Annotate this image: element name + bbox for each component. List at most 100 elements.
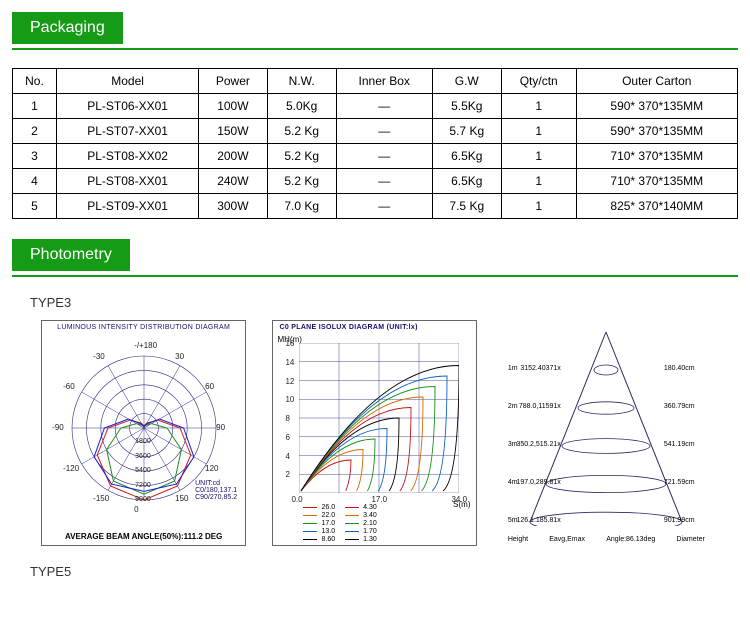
polar-angle-label: 120 [205, 464, 218, 473]
polar-angle-label: -/+180 [134, 341, 157, 350]
isolux-legend-item: 1.30 [345, 536, 377, 543]
table-cell: 590* 370*135MM [576, 119, 737, 144]
table-cell: 100W [199, 94, 267, 119]
polar-angle-label: -150 [93, 494, 109, 503]
table-cell: 5.2 Kg [267, 169, 336, 194]
table-cell: 5.2 Kg [267, 144, 336, 169]
polar-angle-label: -60 [63, 382, 75, 391]
polar-unit-line: UNIT:cd [195, 480, 237, 487]
polar-angle-label: 90 [216, 423, 225, 432]
cone-footer: HeightEavg,EmaxAngle:86.13degDiameter [508, 536, 705, 543]
cone-footer-label: Eavg,Emax [549, 536, 585, 543]
isolux-legend-item: 13.0 [303, 528, 335, 535]
table-cell: 1 [13, 94, 57, 119]
table-cell: 1 [501, 169, 576, 194]
table-cell: PL-ST06-XX01 [56, 94, 198, 119]
isolux-legend-item: 17.0 [303, 520, 335, 527]
pack-col-header: Qty/ctn [501, 69, 576, 94]
isolux-legend-item: 3.40 [345, 512, 377, 519]
table-cell: 825* 370*140MM [576, 194, 737, 219]
table-row: 3PL-ST08-XX02200W5.2 Kg—6.5Kg1710* 370*1… [13, 144, 738, 169]
pack-col-header: Outer Carton [576, 69, 737, 94]
type3-label: TYPE3 [30, 295, 738, 310]
table-cell: 5.0Kg [267, 94, 336, 119]
isolux-ytick: 2 [285, 470, 289, 479]
isolux-ytick: 4 [285, 452, 289, 461]
isolux-diagram: C0 PLANE ISOLUX DIAGRAM (UNIT:lx) MH(m) … [272, 320, 477, 546]
pack-col-header: Inner Box [336, 69, 432, 94]
type5-label: TYPE5 [30, 564, 738, 579]
polar-ring-label: 5400 [135, 467, 151, 474]
cone-diagram: 1m3152.40371x180.40cm2m788.0,11591x360.7… [504, 320, 709, 546]
packaging-header: Packaging [12, 12, 123, 44]
table-cell: 2 [13, 119, 57, 144]
cone-diameter: 360.79cm [664, 403, 695, 410]
photometry-header: Photometry [12, 239, 130, 271]
pack-col-header: G.W [432, 69, 501, 94]
isolux-ytick: 10 [285, 395, 294, 404]
cone-lux: 788.0,11591x [507, 403, 561, 410]
polar-unit-line: C90/270,85.2 [195, 494, 237, 501]
polar-ring-label: 7200 [135, 482, 151, 489]
table-cell: — [336, 119, 432, 144]
table-row: 5PL-ST09-XX01300W7.0 Kg—7.5 Kg1825* 370*… [13, 194, 738, 219]
table-cell: 1 [501, 144, 576, 169]
table-cell: PL-ST08-XX01 [56, 169, 198, 194]
diagram-row: LUMINOUS INTENSITY DISTRIBUTION DIAGRAM … [12, 320, 738, 546]
table-cell: — [336, 194, 432, 219]
cone-lux: 197.0,289.81x [507, 479, 561, 486]
polar-ring-label: 3600 [135, 453, 151, 460]
pack-col-header: N.W. [267, 69, 336, 94]
avg-beam-angle: AVERAGE BEAM ANGLE(50%):111.2 DEG [42, 532, 245, 541]
isolux-ytick: 12 [285, 377, 294, 386]
polar-title: LUMINOUS INTENSITY DISTRIBUTION DIAGRAM [42, 321, 245, 331]
cone-diameter: 541.19cm [664, 441, 695, 448]
polar-unit-line: C0/180,137.1 [195, 487, 237, 494]
isolux-legend-item: 4.30 [345, 504, 377, 511]
table-cell: 300W [199, 194, 267, 219]
isolux-xtick: 0.0 [291, 495, 302, 504]
table-cell: 590* 370*135MM [576, 94, 737, 119]
table-cell: 710* 370*135MM [576, 144, 737, 169]
table-cell: — [336, 94, 432, 119]
table-cell: 1 [501, 119, 576, 144]
table-cell: — [336, 144, 432, 169]
table-cell: 7.0 Kg [267, 194, 336, 219]
table-cell: PL-ST08-XX02 [56, 144, 198, 169]
pack-col-header: No. [13, 69, 57, 94]
cone-diameter: 901.99cm [664, 517, 695, 524]
table-cell: 3 [13, 144, 57, 169]
isolux-legend-item: 22.0 [303, 512, 335, 519]
table-cell: PL-ST07-XX01 [56, 119, 198, 144]
cone-footer-label: Angle:86.13deg [606, 536, 655, 543]
table-cell: 710* 370*135MM [576, 169, 737, 194]
table-row: 2PL-ST07-XX01150W5.2 Kg—5.7 Kg1590* 370*… [13, 119, 738, 144]
table-cell: 6.5Kg [432, 144, 501, 169]
pack-col-header: Model [56, 69, 198, 94]
polar-angle-label: -90 [52, 423, 64, 432]
photometry-rule [12, 275, 738, 277]
isolux-legend: 26.022.017.013.08.604.303.402.101.701.30 [303, 503, 470, 543]
table-cell: 5.5Kg [432, 94, 501, 119]
table-cell: 240W [199, 169, 267, 194]
polar-angle-label: -120 [63, 464, 79, 473]
table-cell: 5 [13, 194, 57, 219]
isolux-legend-item: 26.0 [303, 504, 335, 511]
cone-diameter: 180.40cm [664, 365, 695, 372]
table-cell: 4 [13, 169, 57, 194]
packaging-rule [12, 48, 738, 50]
cone-lux: 350.2,515.21x [507, 441, 561, 448]
polar-diagram: LUMINOUS INTENSITY DISTRIBUTION DIAGRAM … [41, 320, 246, 546]
table-cell: 1 [501, 94, 576, 119]
table-cell: 200W [199, 144, 267, 169]
table-cell: — [336, 169, 432, 194]
pack-col-header: Power [199, 69, 267, 94]
isolux-ytick: 8 [285, 414, 289, 423]
polar-ring-label: 1800 [135, 438, 151, 445]
table-cell: 5.7 Kg [432, 119, 501, 144]
cone-lux: 3152.40371x [507, 365, 561, 372]
cone-diameter: 721.59cm [664, 479, 695, 486]
polar-angle-label: -30 [93, 352, 105, 361]
table-cell: 5.2 Kg [267, 119, 336, 144]
isolux-ytick: 6 [285, 433, 289, 442]
